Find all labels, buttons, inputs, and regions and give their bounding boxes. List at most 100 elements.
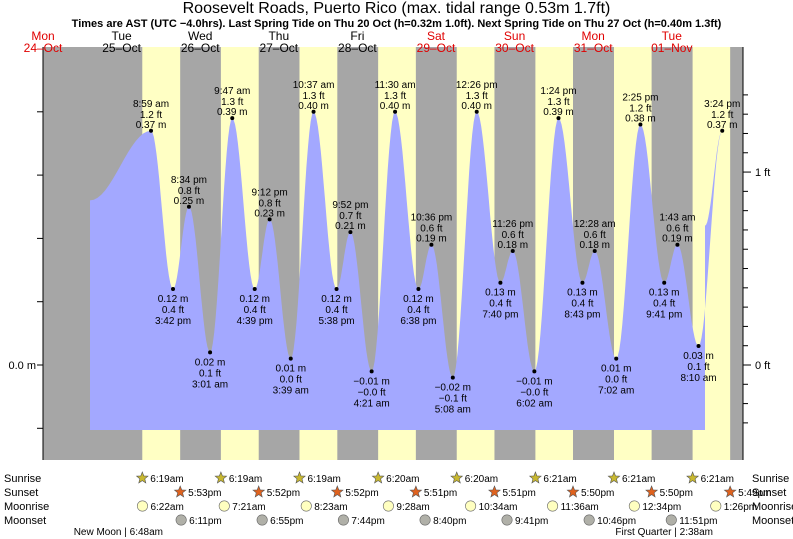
sunrise-time: 6:19am bbox=[229, 474, 262, 485]
sunset-time: 5:51pm bbox=[502, 488, 535, 499]
high-tide-label: 9:12 pm bbox=[252, 187, 288, 198]
low-tide-label: 0.13 m bbox=[567, 288, 598, 299]
sunset-star-icon bbox=[645, 485, 659, 498]
low-tide-marker bbox=[252, 287, 257, 292]
high-tide-marker bbox=[474, 109, 479, 114]
moonset-moon-icon bbox=[501, 514, 513, 526]
moonrise-moon-icon bbox=[136, 500, 148, 512]
low-tide-label: 0.01 m bbox=[601, 364, 632, 375]
high-tide-marker bbox=[429, 242, 434, 247]
low-tide-label: 0.12 m bbox=[158, 294, 189, 305]
sunrise-time: 6:19am bbox=[150, 474, 183, 485]
low-tide-marker bbox=[662, 280, 667, 285]
moonset-row-label-right: Moonset bbox=[752, 515, 793, 527]
moonset-row-label: Moonset bbox=[4, 515, 46, 527]
low-tide-label: 8:43 pm bbox=[564, 310, 600, 321]
high-tide-label: 10:37 am bbox=[293, 80, 335, 91]
low-tide-label: −0.02 m bbox=[435, 383, 471, 394]
high-tide-label: 0.37 m bbox=[707, 120, 738, 131]
low-tide-label: 3:01 am bbox=[192, 379, 228, 390]
moonrise-row-label: Moonrise bbox=[4, 501, 49, 513]
day-weekday: Tue bbox=[662, 29, 683, 43]
high-tide-label: 1.2 ft bbox=[140, 110, 162, 121]
moonrise-moon-icon bbox=[628, 500, 640, 512]
low-tide-marker bbox=[416, 287, 421, 292]
sunset-star-icon bbox=[330, 485, 344, 498]
high-tide-label: 12:26 pm bbox=[456, 80, 498, 91]
moonset-time: 11:51pm bbox=[679, 516, 717, 527]
moonrise-time: 9:28am bbox=[396, 502, 429, 513]
day-date: 29–Oct bbox=[417, 41, 456, 55]
left-axis-label: 0.0 m bbox=[8, 360, 36, 372]
high-tide-marker bbox=[556, 116, 561, 121]
moonrise-moon-icon bbox=[300, 500, 312, 512]
high-tide-label: 0.6 ft bbox=[502, 230, 524, 241]
sunrise-star-icon bbox=[607, 471, 621, 484]
sunset-row-label-right: Sunset bbox=[752, 487, 786, 499]
high-tide-label: 0.8 ft bbox=[178, 186, 200, 197]
sunrise-row-label: Sunrise bbox=[4, 473, 41, 485]
moonrise-time: 1:26pm bbox=[724, 502, 757, 513]
low-tide-marker bbox=[171, 287, 176, 292]
sunrise-star-icon bbox=[371, 471, 385, 484]
high-tide-label: 1:24 pm bbox=[540, 86, 576, 97]
high-tide-label: 0.7 ft bbox=[339, 211, 361, 222]
day-date: 24–Oct bbox=[24, 41, 63, 55]
moonrise-time: 12:34pm bbox=[642, 502, 681, 513]
moonrise-row-label-right: Moonrise bbox=[752, 501, 793, 513]
high-tide-label: 1:43 am bbox=[659, 213, 695, 224]
low-tide-label: −0.01 m bbox=[353, 376, 389, 387]
right-axis-label: 1 ft bbox=[755, 167, 770, 179]
sunset-star-icon bbox=[252, 485, 266, 498]
high-tide-label: 0.21 m bbox=[335, 221, 366, 232]
low-tide-label: 0.4 ft bbox=[325, 305, 347, 316]
low-tide-label: −0.0 ft bbox=[520, 387, 548, 398]
sunset-time: 5:53pm bbox=[188, 488, 221, 499]
high-tide-label: 1.2 ft bbox=[711, 110, 733, 121]
low-tide-label: 0.4 ft bbox=[571, 299, 593, 310]
low-tide-marker bbox=[696, 344, 701, 349]
sunset-time: 5:52pm bbox=[267, 488, 300, 499]
moonrise-time: 8:23am bbox=[314, 502, 347, 513]
low-tide-label: 0.1 ft bbox=[199, 368, 221, 379]
low-tide-label: 0.4 ft bbox=[489, 299, 511, 310]
high-tide-marker bbox=[186, 204, 191, 209]
high-tide-label: 0.23 m bbox=[254, 208, 285, 219]
moonset-time: 9:41pm bbox=[515, 516, 548, 527]
sunrise-time: 6:19am bbox=[307, 474, 340, 485]
day-weekday: Sat bbox=[427, 29, 446, 43]
sunrise-time: 6:20am bbox=[386, 474, 419, 485]
high-tide-label: 0.40 m bbox=[298, 101, 329, 112]
low-tide-label: −0.0 ft bbox=[358, 387, 386, 398]
low-tide-label: 0.12 m bbox=[321, 294, 352, 305]
moonset-time: 8:40pm bbox=[433, 516, 466, 527]
day-weekday: Wed bbox=[188, 29, 212, 43]
high-tide-label: 0.18 m bbox=[497, 240, 528, 251]
sunset-star-icon bbox=[566, 485, 580, 498]
high-tide-label: 1.3 ft bbox=[384, 91, 406, 102]
low-tide-label: 0.4 ft bbox=[162, 305, 184, 316]
sunrise-row-label-right: Sunrise bbox=[752, 473, 789, 485]
tide-curve bbox=[90, 111, 723, 431]
moonrise-moon-icon bbox=[710, 500, 722, 512]
low-tide-label: 0.4 ft bbox=[653, 299, 675, 310]
high-tide-label: 0.40 m bbox=[380, 101, 411, 112]
low-tide-label: 3:39 am bbox=[273, 386, 309, 397]
low-tide-label: 0.4 ft bbox=[244, 305, 266, 316]
high-tide-label: 11:30 am bbox=[375, 80, 416, 91]
sunrise-time: 6:21am bbox=[622, 474, 655, 485]
high-tide-label: 0.37 m bbox=[136, 120, 167, 131]
high-tide-label: 10:36 pm bbox=[411, 213, 453, 224]
high-tide-label: 1.3 ft bbox=[302, 91, 324, 102]
high-tide-marker bbox=[230, 116, 235, 121]
high-tide-label: 0.38 m bbox=[625, 113, 656, 124]
moonrise-moon-icon bbox=[547, 500, 559, 512]
high-tide-label: 8:34 pm bbox=[171, 175, 207, 186]
moonrise-time: 11:36am bbox=[561, 502, 599, 513]
low-tide-label: 0.01 m bbox=[275, 364, 306, 375]
day-date: 26–Oct bbox=[181, 41, 220, 55]
day-date: 31–Oct bbox=[574, 41, 613, 55]
sunset-time: 5:50pm bbox=[581, 488, 614, 499]
high-tide-label: 0.39 m bbox=[543, 107, 574, 118]
axes: 0.0 m 1 ft 0 ft bbox=[8, 47, 770, 460]
